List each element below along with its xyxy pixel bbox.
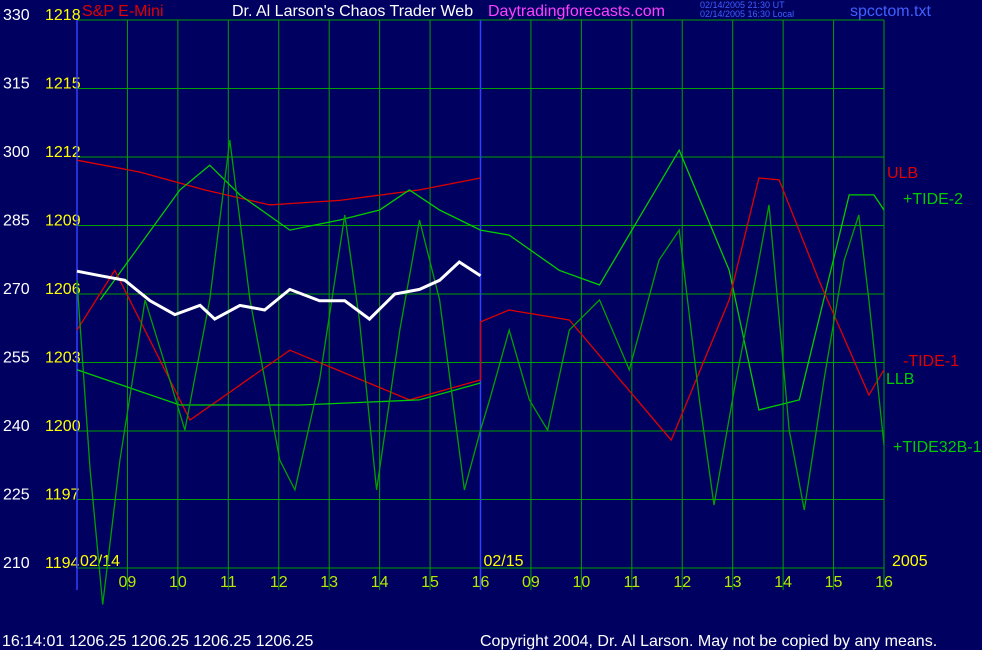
x-tick-label: 13: [724, 574, 742, 591]
day-label: 02/15: [484, 553, 524, 570]
y2-tick-label: 1200: [45, 418, 81, 435]
year-label: 2005: [892, 553, 928, 570]
series-label: -TIDE-1: [903, 353, 959, 370]
series-line: [76, 177, 885, 442]
y-tick-label: 270: [3, 281, 30, 298]
x-tick-label: 12: [673, 574, 691, 591]
instrument-label: S&P E-Mini: [82, 3, 164, 20]
x-tick-label: 14: [774, 574, 792, 591]
timestamp: 02/14/2005 21:30 UT: [700, 0, 785, 10]
x-tick-label: 10: [572, 574, 590, 591]
file-name: spcctom.txt: [850, 3, 931, 20]
y-tick-label: 210: [3, 555, 30, 572]
y2-tick-label: 1212: [45, 144, 81, 161]
series-label: +TIDE-2: [903, 191, 963, 208]
y-tick-label: 285: [3, 213, 30, 230]
x-tick-label: 10: [169, 574, 187, 591]
y-tick-label: 240: [3, 418, 30, 435]
x-tick-label: 09: [522, 574, 540, 591]
x-tick-label: 09: [119, 574, 137, 591]
series-label: +TIDE32B-1: [893, 439, 982, 456]
series-line: [76, 260, 482, 322]
series-line: [76, 140, 885, 605]
series-line: [76, 159, 481, 206]
x-tick-label: 11: [624, 574, 641, 591]
y2-tick-label: 1206: [45, 281, 81, 298]
status: 16:14:01 1206.25 1206.25 1206.25 1206.25: [2, 633, 314, 650]
x-tick-label: 11: [220, 574, 237, 591]
series-label: ULB: [887, 165, 918, 182]
x-tick-label: 15: [421, 574, 439, 591]
y-tick-label: 330: [3, 7, 30, 24]
x-tick-label: 14: [371, 574, 389, 591]
y2-tick-label: 1203: [45, 350, 81, 367]
y2-tick-label: 1215: [45, 76, 81, 93]
site-link[interactable]: Daytradingforecasts.com: [488, 3, 665, 20]
x-tick-label: 13: [320, 574, 338, 591]
chart-title: Dr. Al Larson's Chaos Trader Web: [232, 3, 473, 20]
y-tick-label: 255: [3, 350, 30, 367]
y2-tick-label: 1197: [45, 487, 80, 504]
y-tick-label: 315: [3, 76, 30, 93]
x-tick-label: 12: [270, 574, 288, 591]
series-label: LLB: [886, 371, 914, 388]
y2-tick-label: 1209: [45, 213, 81, 230]
y2-tick-label: 1218: [45, 7, 81, 24]
y-tick-label: 225: [3, 487, 30, 504]
y2-tick-label: 1194: [45, 555, 80, 572]
series-line: [76, 369, 481, 406]
x-tick-label: 15: [825, 574, 843, 591]
timestamp: 02/14/2005 16:30 Local: [700, 9, 794, 19]
x-tick-label: 16: [875, 574, 893, 591]
day-label: 02/14: [80, 553, 120, 570]
y-tick-label: 300: [3, 144, 30, 161]
series-line: [99, 148, 885, 411]
copyright: Copyright 2004, Dr. Al Larson. May not b…: [480, 633, 937, 650]
